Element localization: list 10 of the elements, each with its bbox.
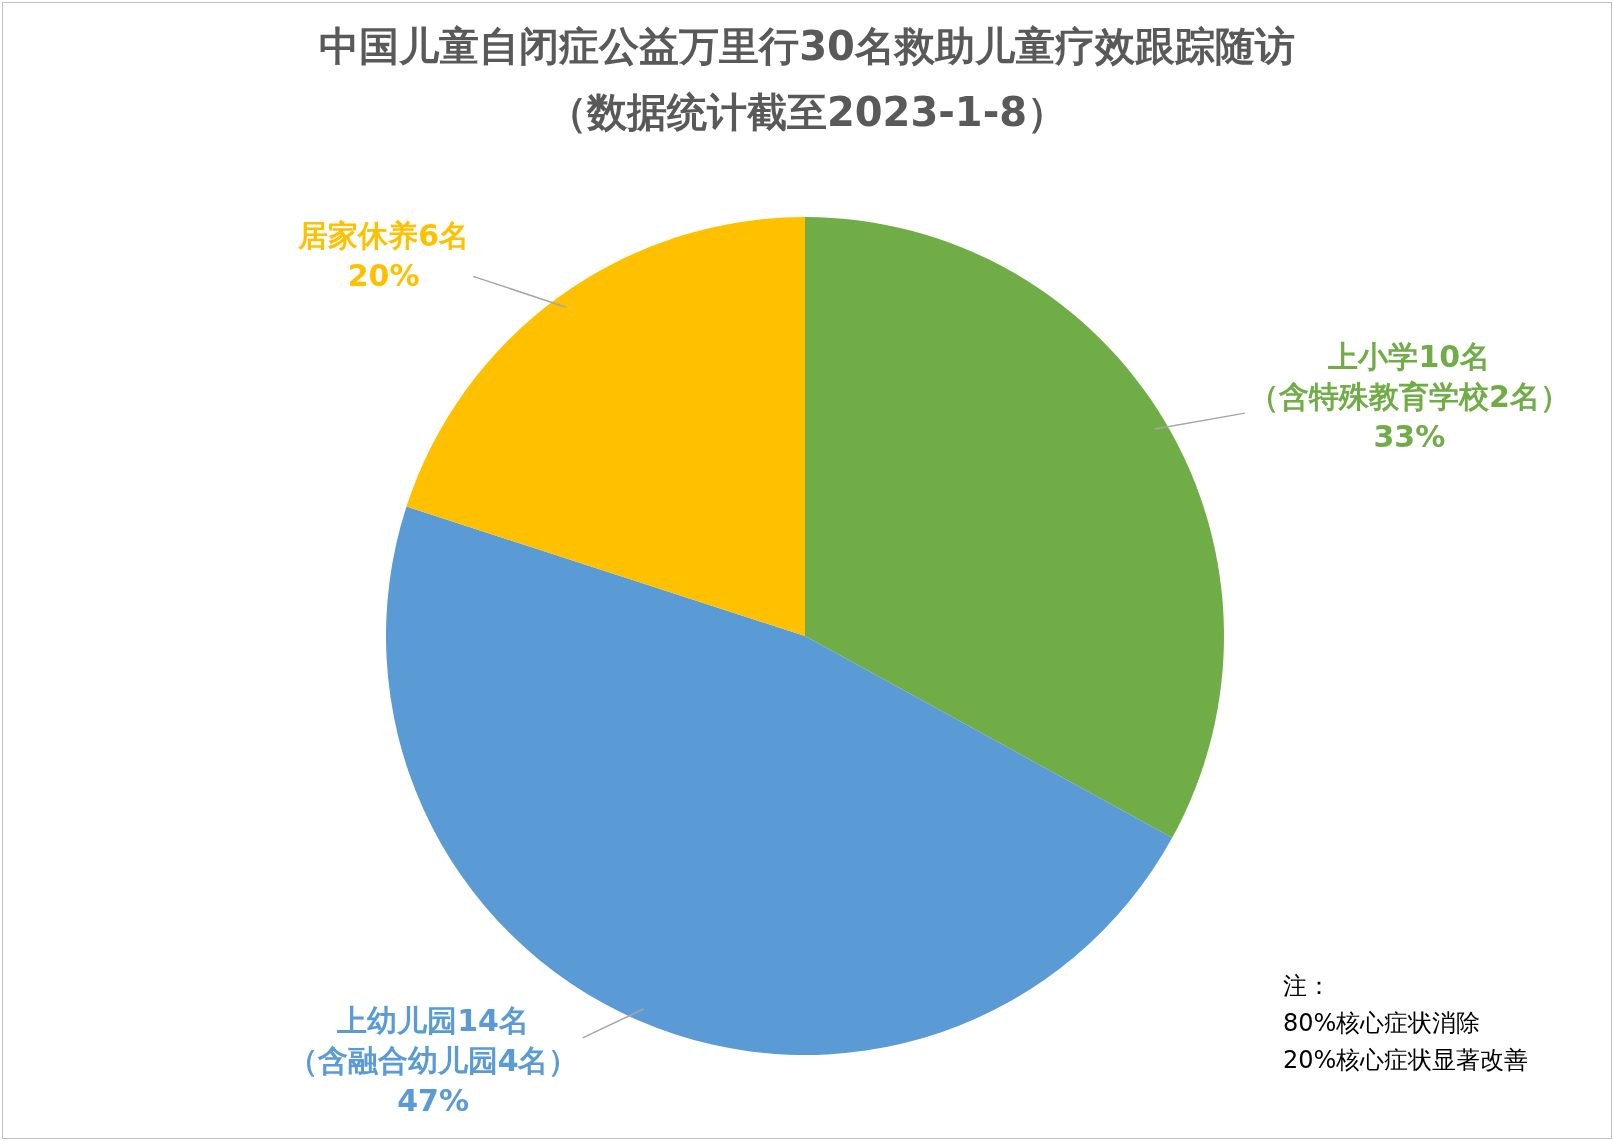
text: 注： 80%核心症状消除 20%核心症状显著改善 xyxy=(1283,971,1529,1076)
slice-label: 上小学10名（含特殊教育学校2名） xyxy=(1248,339,1570,415)
data-label: 33% xyxy=(1373,419,1446,455)
slice-label: 居家休养6名 xyxy=(298,218,470,254)
data-label: 20% xyxy=(347,258,420,294)
chart-title: 中国儿童自闭症公益万里行30名救助儿童疗效跟踪随访 xyxy=(318,22,1296,70)
data-label: 47% xyxy=(397,1083,469,1118)
chart-subtitle: （数据统计截至2023-1-8） xyxy=(545,88,1069,136)
pie-slice xyxy=(805,217,1224,838)
slice-label: 上幼儿园14名（含融合幼儿园4名） xyxy=(287,1003,579,1078)
